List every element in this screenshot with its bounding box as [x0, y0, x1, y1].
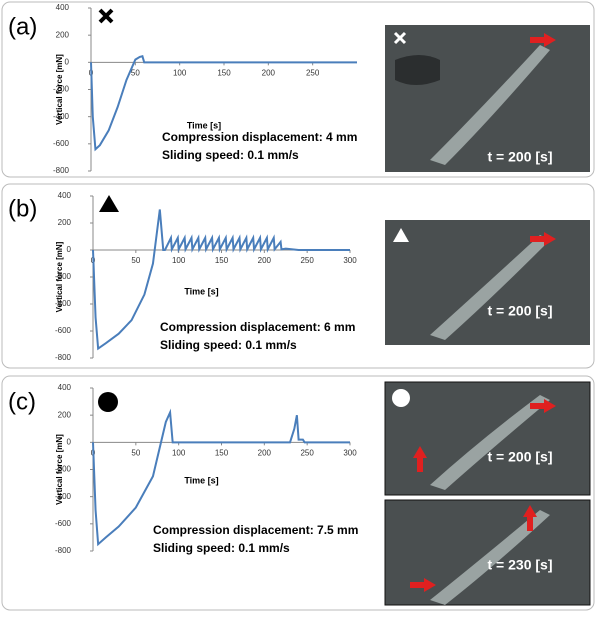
- x-tick-label: 150: [215, 448, 229, 457]
- x-tick-label: 250: [300, 256, 314, 265]
- x-tick-label: 150: [217, 68, 231, 77]
- photo: [384, 499, 591, 606]
- photo-label: t = 200 [s]: [488, 449, 553, 465]
- x-tick-label: 50: [131, 448, 140, 457]
- photo: [385, 220, 590, 345]
- x-axis-title: Time [s]: [187, 120, 221, 130]
- photo-label: t = 200 [s]: [488, 303, 553, 319]
- circle-marker: [98, 392, 118, 412]
- arrow: [523, 505, 537, 517]
- y-axis-title: Vertical force [mN]: [55, 434, 64, 505]
- photo: [385, 25, 590, 172]
- arrow: [410, 582, 424, 588]
- annotation: Compression displacement: 6 mm: [160, 320, 355, 334]
- arrow: [544, 232, 556, 246]
- panel-frame: [1, 1, 595, 178]
- x-tick-label: 250: [300, 448, 314, 457]
- y-tick-label: -600: [55, 519, 72, 528]
- panel-label: (b): [8, 195, 37, 222]
- y-tick-label: -400: [55, 299, 72, 308]
- arrow: [413, 446, 427, 458]
- panel-frame: [1, 375, 595, 611]
- y-tick-label: -600: [55, 326, 72, 335]
- triangle-marker: [99, 195, 119, 212]
- panel-label: (c): [8, 388, 36, 415]
- photo-detail: [395, 55, 440, 85]
- y-tick-label: 0: [65, 57, 70, 66]
- y-axis-title: Vertical force [mN]: [55, 54, 64, 125]
- y-tick-label: -800: [55, 353, 72, 362]
- y-tick-label: 400: [58, 191, 72, 200]
- arrow: [530, 37, 544, 43]
- y-axis-title: Vertical force [mN]: [55, 241, 64, 312]
- data-line: [92, 408, 350, 547]
- annotation: Sliding speed: 0.1 mm/s: [162, 148, 299, 162]
- x-tick-label: 300: [343, 448, 357, 457]
- y-tick-label: -600: [53, 139, 70, 148]
- arrow: [530, 403, 544, 409]
- x-tick-label: 100: [172, 448, 186, 457]
- y-tick-label: -200: [55, 272, 72, 281]
- photo-marker: [393, 228, 409, 242]
- arrow: [544, 399, 556, 413]
- annotation: Compression displacement: 4 mm: [162, 130, 357, 144]
- arrow: [417, 458, 423, 472]
- x-tick-label: 200: [258, 448, 272, 457]
- annotation: Sliding speed: 0.1 mm/s: [160, 338, 297, 352]
- photo-label: t = 230 [s]: [488, 557, 553, 573]
- arrow: [544, 33, 556, 47]
- x-tick-label: 100: [173, 68, 187, 77]
- y-tick-label: 0: [67, 245, 72, 254]
- x-axis-title: Time [s]: [184, 475, 218, 485]
- x-tick-label: 50: [131, 256, 140, 265]
- y-tick-label: 400: [58, 383, 72, 392]
- arrow: [527, 517, 533, 531]
- x-tick-label: 300: [343, 256, 357, 265]
- x-tick-label: 50: [131, 68, 140, 77]
- arrow: [424, 578, 436, 592]
- y-tick-label: -200: [53, 85, 70, 94]
- y-tick-label: -400: [55, 492, 72, 501]
- y-tick-label: 200: [58, 410, 72, 419]
- y-tick-label: -400: [53, 112, 70, 121]
- panel-label: (a): [8, 13, 37, 40]
- cross-marker: [98, 8, 114, 24]
- x-tick-label: 250: [306, 68, 320, 77]
- y-tick-label: 200: [58, 218, 72, 227]
- y-tick-label: -800: [53, 166, 70, 175]
- x-axis-title: Time [s]: [184, 286, 218, 296]
- x-tick-label: 200: [258, 256, 272, 265]
- x-tick-label: 150: [215, 256, 229, 265]
- photo-detail: [430, 395, 550, 490]
- y-tick-label: 400: [56, 3, 70, 12]
- photo-marker: [393, 31, 407, 45]
- annotation: Compression displacement: 7.5 mm: [153, 523, 358, 537]
- y-tick-label: 200: [56, 30, 70, 39]
- panel-frame: [1, 183, 595, 369]
- photo-marker: [392, 389, 410, 407]
- data-line: [92, 209, 350, 351]
- y-tick-label: -200: [55, 465, 72, 474]
- arrow: [530, 236, 544, 242]
- y-tick-label: 0: [67, 437, 72, 446]
- photo-detail: [430, 45, 550, 165]
- x-tick-label: 100: [172, 256, 186, 265]
- y-tick-label: -800: [55, 546, 72, 555]
- data-line: [90, 55, 357, 152]
- photo-detail: [430, 235, 550, 340]
- photo-detail: [430, 510, 550, 605]
- photo-label: t = 200 [s]: [488, 149, 553, 165]
- x-tick-label: 200: [262, 68, 276, 77]
- annotation: Sliding speed: 0.1 mm/s: [153, 541, 290, 555]
